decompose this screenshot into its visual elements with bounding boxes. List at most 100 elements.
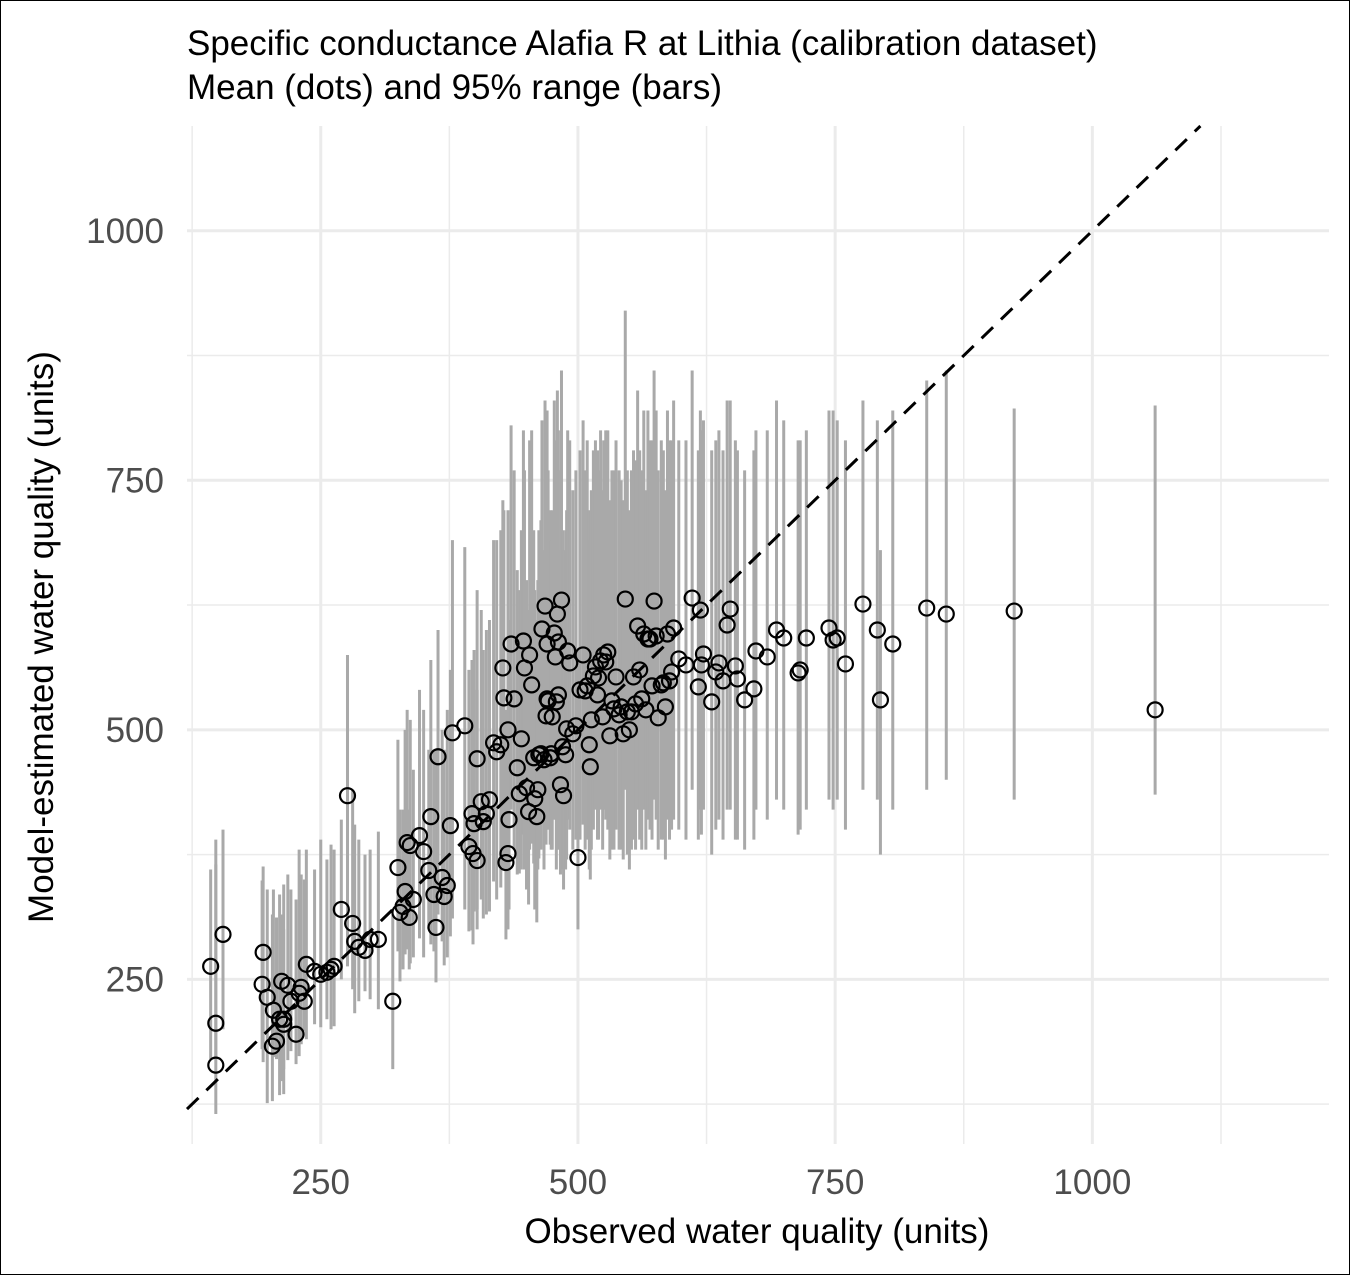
data-point <box>574 646 592 664</box>
chart-subtitle: Mean (dots) and 95% range (bars) <box>187 68 722 107</box>
data-point <box>508 759 526 777</box>
data-point <box>710 654 728 672</box>
data-point <box>692 656 711 674</box>
data-point <box>553 738 572 756</box>
y-axis-ticks: 250 500 750 1000 <box>86 212 164 1000</box>
data-point <box>745 680 763 698</box>
data-point <box>545 624 563 642</box>
data-point <box>533 620 551 638</box>
data-point <box>645 592 663 610</box>
data-point <box>494 659 512 677</box>
data-point <box>514 632 533 650</box>
data-point <box>267 1032 286 1050</box>
data-point <box>662 663 681 681</box>
data-point <box>263 1037 281 1055</box>
reference-line <box>185 124 1202 1111</box>
data-point <box>937 605 955 623</box>
data-point <box>480 791 499 809</box>
data-point <box>789 664 807 682</box>
x-tick-label: 250 <box>292 1163 350 1202</box>
data-point <box>552 591 571 609</box>
data-point <box>332 900 350 919</box>
chart-title: Specific conductance Alafia R at Lithia … <box>187 24 1098 63</box>
data-point <box>582 711 600 729</box>
data-point <box>595 646 613 664</box>
data-point <box>441 817 459 835</box>
y-tick-label: 250 <box>106 960 164 999</box>
x-axis-ticks: 250 500 750 1000 <box>292 1163 1132 1202</box>
data-point <box>484 734 503 752</box>
data-point <box>361 930 379 949</box>
data-point <box>691 601 709 619</box>
data-point <box>420 861 438 880</box>
data-point <box>468 750 486 768</box>
data-point <box>689 678 707 696</box>
data-point <box>797 629 815 647</box>
data-point <box>389 858 407 877</box>
data-point <box>400 908 418 927</box>
data-point <box>338 787 357 805</box>
data-point <box>561 654 579 672</box>
data-point <box>499 721 517 739</box>
data-point <box>631 661 649 679</box>
data-point <box>633 690 651 708</box>
data-point <box>637 701 655 719</box>
data-point <box>279 976 297 994</box>
data-point <box>435 887 453 906</box>
data-point <box>500 811 518 829</box>
data-point <box>589 669 608 687</box>
data-point <box>517 779 536 797</box>
x-tick-label: 500 <box>549 1163 607 1202</box>
x-tick-label: 1000 <box>1053 1163 1131 1202</box>
data-point <box>791 661 809 679</box>
error-bars <box>209 310 1157 1115</box>
data-point <box>554 787 573 805</box>
data-point <box>465 815 483 833</box>
data-point <box>344 914 362 933</box>
data-point <box>736 691 754 709</box>
data-point <box>404 890 422 909</box>
data-point <box>871 691 890 709</box>
data-point <box>616 590 634 608</box>
data-point <box>505 690 523 708</box>
data-point <box>497 853 515 872</box>
data-point <box>918 599 936 617</box>
data-point <box>526 790 544 808</box>
data-point <box>322 960 340 978</box>
data-point <box>499 844 517 863</box>
data-point <box>468 851 486 870</box>
data-point <box>1005 602 1023 620</box>
data-point <box>868 621 886 639</box>
y-tick-label: 1000 <box>86 212 164 251</box>
data-point <box>828 629 846 647</box>
data-point <box>207 1014 225 1032</box>
data-point <box>775 629 793 647</box>
y-axis-title: Model-estimated water quality (units) <box>22 351 61 923</box>
data-point <box>549 686 568 704</box>
data-point <box>597 653 615 671</box>
data-point <box>523 676 541 694</box>
data-points <box>202 589 1164 1074</box>
data-point <box>836 655 855 673</box>
data-point <box>559 642 577 660</box>
data-point <box>410 827 429 845</box>
data-point <box>758 648 776 666</box>
data-point <box>474 813 492 831</box>
data-point <box>456 717 474 735</box>
data-point <box>275 1010 293 1028</box>
identity-line <box>185 124 1202 1111</box>
data-point <box>369 930 387 949</box>
data-point <box>607 668 625 686</box>
data-point <box>1146 701 1164 719</box>
data-point <box>658 625 677 643</box>
data-point <box>429 748 447 766</box>
data-point <box>610 706 628 724</box>
data-point <box>422 808 440 826</box>
x-axis-title: Observed water quality (units) <box>525 1212 990 1251</box>
data-point <box>549 633 568 651</box>
data-point <box>594 708 612 726</box>
data-point <box>726 657 744 675</box>
data-point <box>528 808 546 826</box>
